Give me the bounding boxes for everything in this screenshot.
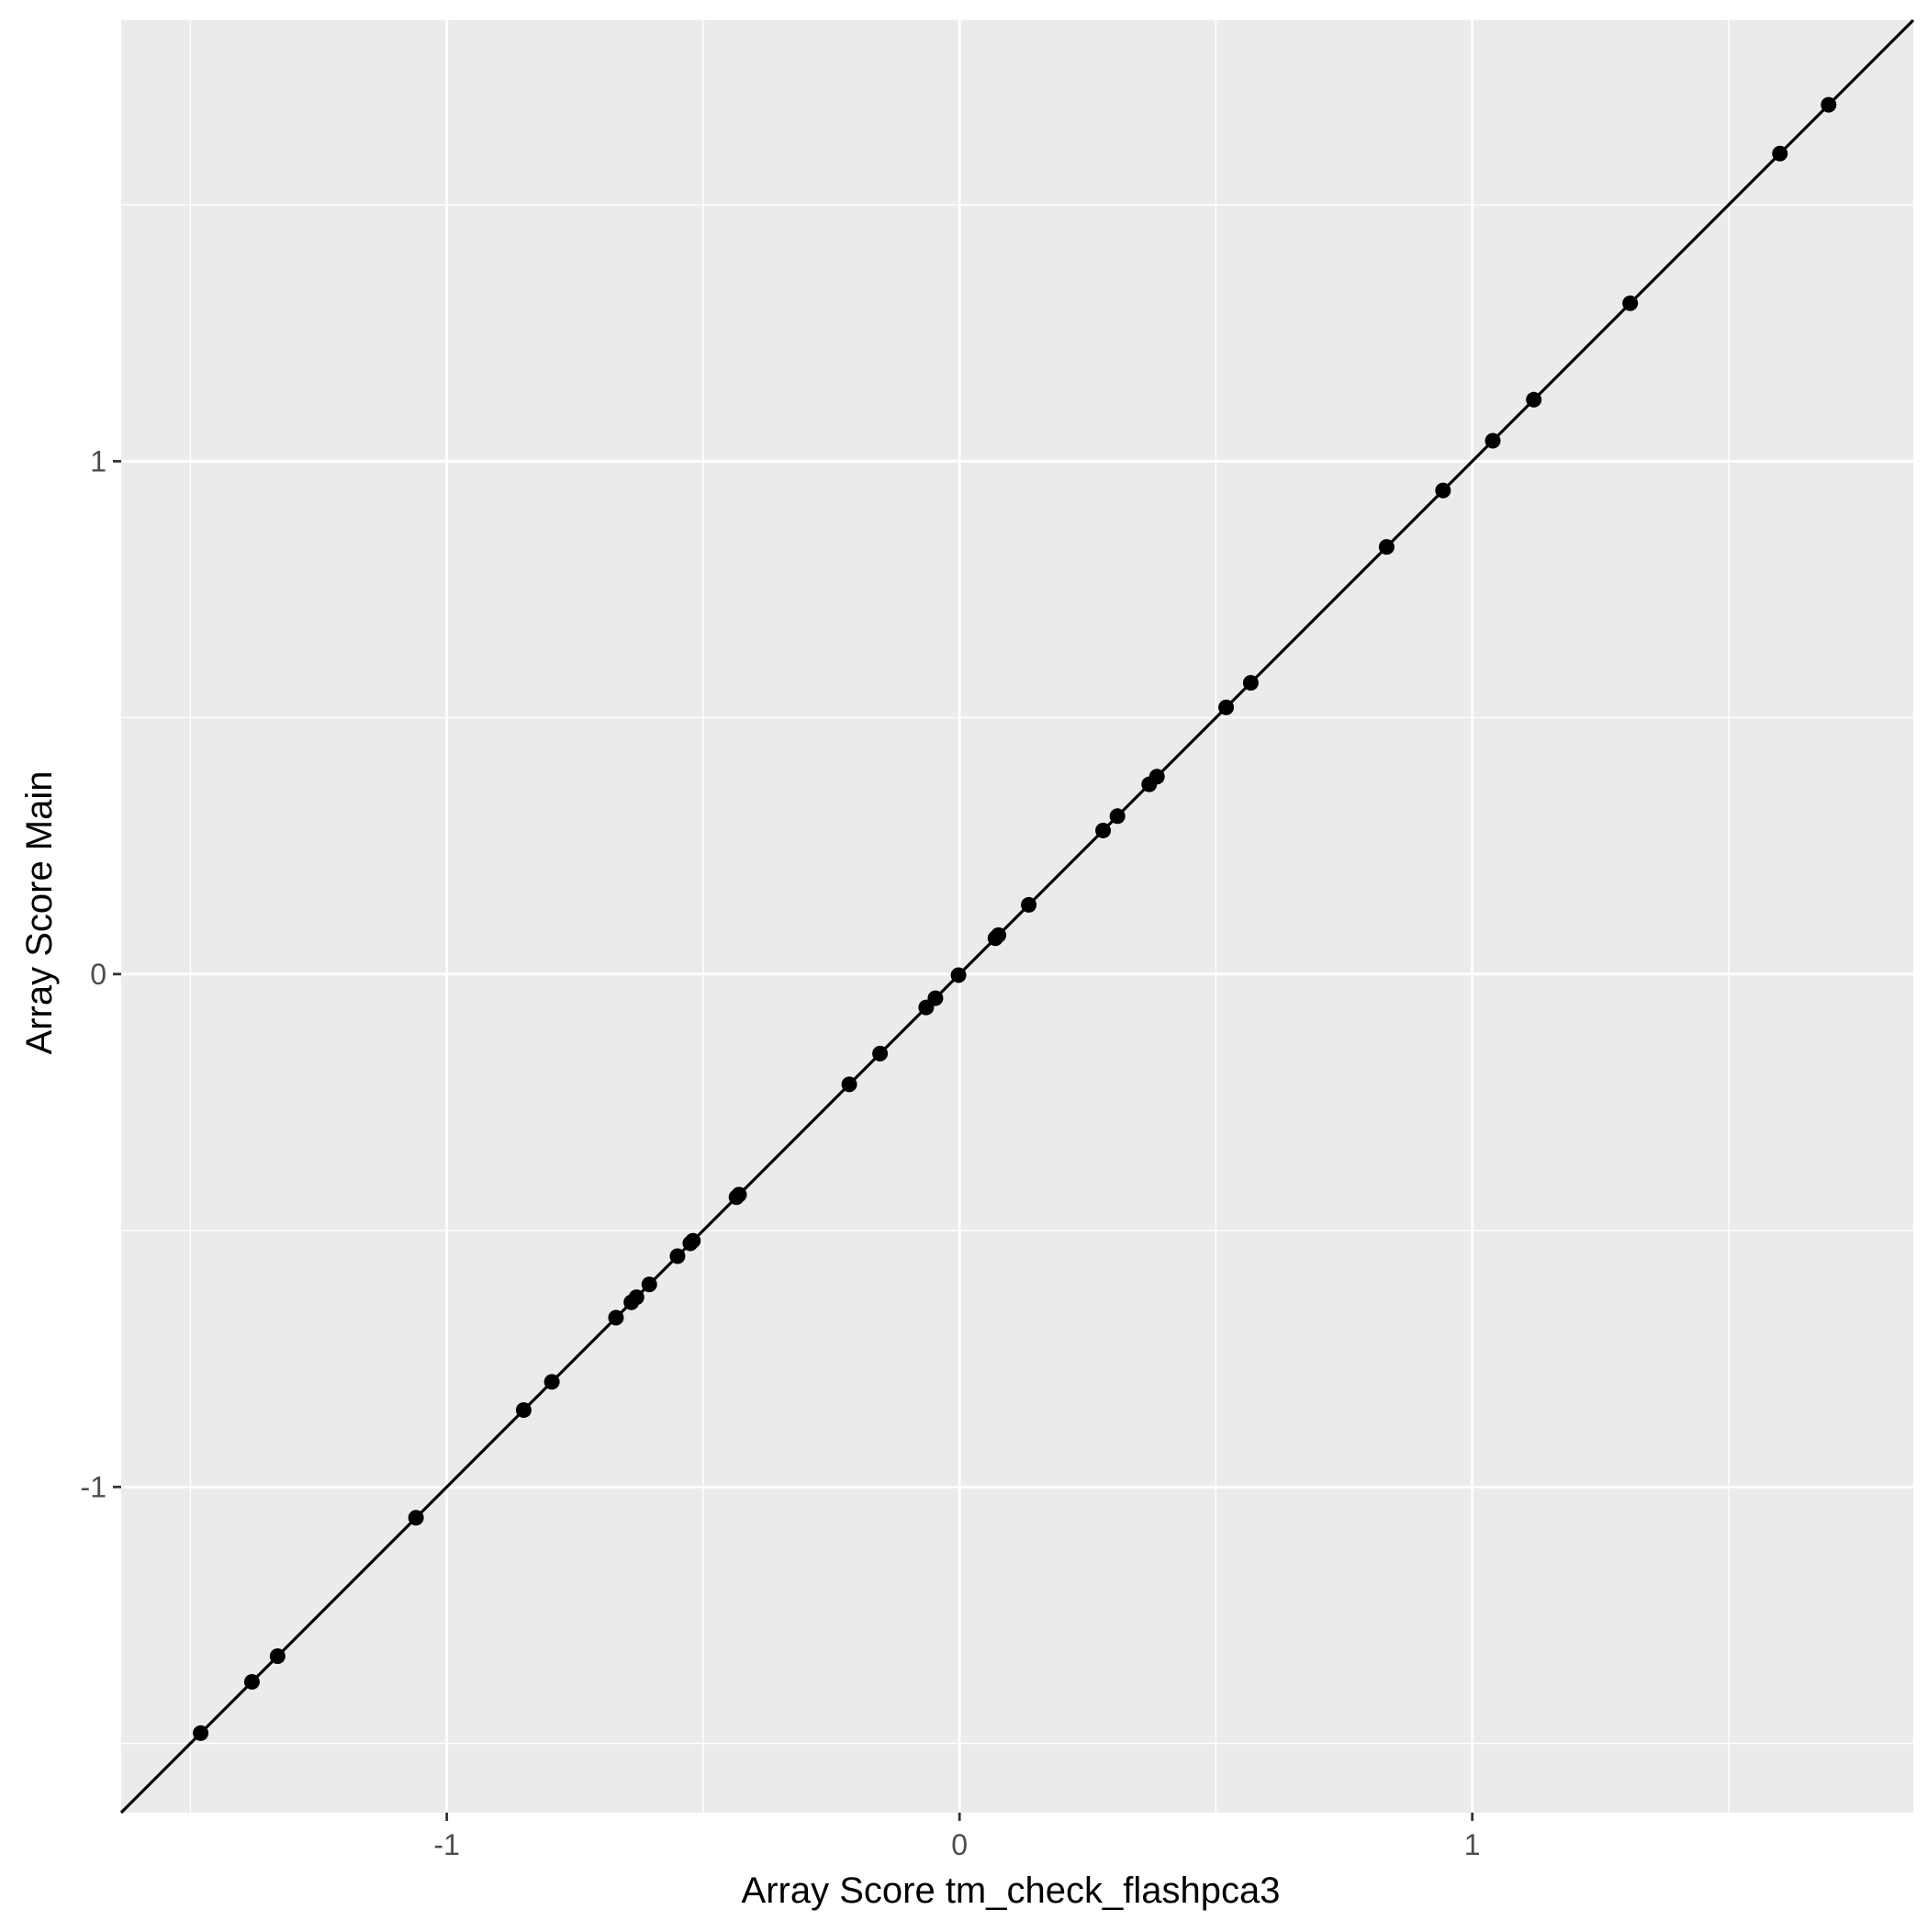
x-tick-label: 1 — [1464, 1828, 1481, 1861]
gridlines — [121, 20, 1913, 1813]
data-point — [1622, 295, 1639, 311]
data-point — [515, 1402, 532, 1419]
data-point — [641, 1276, 657, 1293]
axes: -1 0 1 -1 0 1 — [81, 444, 1481, 1861]
data-point — [1526, 391, 1542, 408]
data-point — [950, 967, 967, 983]
data-point — [1109, 808, 1126, 825]
y-tick-label: 1 — [90, 444, 106, 477]
data-point — [669, 1248, 686, 1264]
data-point — [1378, 539, 1395, 556]
data-point — [1021, 896, 1037, 913]
x-tick-label: 0 — [951, 1828, 968, 1861]
y-tick-label: -1 — [81, 1470, 106, 1503]
data-point — [1821, 96, 1837, 113]
data-point — [841, 1076, 857, 1093]
data-point — [1148, 769, 1165, 785]
x-tick-label: -1 — [433, 1828, 459, 1861]
data-point — [1242, 675, 1259, 691]
data-point — [543, 1374, 560, 1390]
data-point — [1435, 482, 1451, 499]
y-axis-title: Array Score Main — [19, 771, 60, 1055]
data-point — [927, 990, 944, 1006]
data-point — [872, 1045, 889, 1061]
data-point — [269, 1648, 286, 1665]
x-axis-title: Array Score tm_check_flashpca3 — [742, 1870, 1281, 1911]
data-point — [1484, 432, 1501, 449]
data-point — [608, 1309, 624, 1326]
data-point — [1218, 699, 1235, 715]
y-tick-label: 0 — [90, 958, 106, 991]
data-points — [193, 96, 1837, 1741]
data-point — [408, 1510, 424, 1526]
data-point — [1772, 145, 1788, 162]
data-point — [1095, 822, 1112, 838]
data-point — [685, 1232, 701, 1249]
data-point — [193, 1724, 209, 1741]
data-point — [991, 927, 1007, 943]
data-point — [628, 1289, 644, 1306]
data-point — [243, 1674, 260, 1690]
data-point — [731, 1186, 747, 1203]
